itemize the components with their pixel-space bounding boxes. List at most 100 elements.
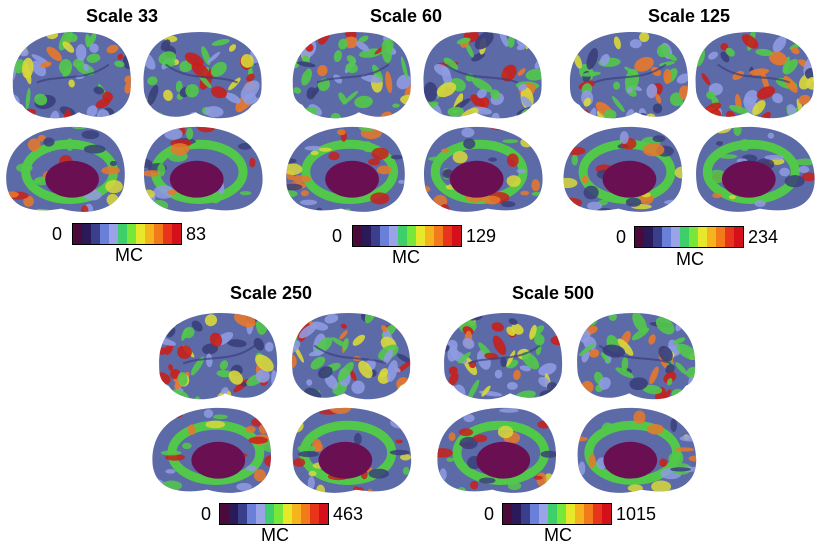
medial-brain-view [437,407,557,493]
colorbar-swatch [425,226,434,246]
medial-wall [476,441,531,479]
colorbar-swatch [100,224,109,244]
colorbar-swatch [707,227,716,247]
medial-wall [191,441,246,479]
colorbar-swatch [136,224,145,244]
medial-brain-view [563,126,683,212]
medial-wall [721,160,776,198]
colorbar-swatch [265,504,274,524]
brain-surfaces [563,31,815,212]
colorbar-swatch [644,227,653,247]
lateral-brain-view [569,31,689,119]
colorbar-swatch [319,504,328,524]
medial-brain-view [6,126,125,212]
lateral-brain-view [577,312,696,400]
colorbar-swatch [73,224,82,244]
lateral-brain-view [143,31,262,119]
colorbar-swatch [301,504,310,524]
panel-title: Scale 60 [370,6,443,26]
colorbar-min: 0 [332,226,343,246]
colorbar-swatch [602,504,611,524]
colorbar-min: 0 [484,504,495,524]
colorbar-swatch [575,504,584,524]
colorbar-label: MC [676,249,704,269]
colorbar-swatch [566,504,575,524]
colorbar-swatch [154,224,163,244]
colorbar-swatch [698,227,707,247]
medial-brain-view [143,126,263,212]
colorbar-swatch [434,226,443,246]
colorbar-swatch [680,227,689,247]
panel-title: Scale 125 [648,6,731,26]
colorbar-swatch [172,224,181,244]
colorbar-swatch [163,224,172,244]
colorbar-swatch [127,224,136,244]
medial-wall [45,160,99,198]
medial-brain-view [286,126,405,212]
colorbar-swatch [362,226,371,246]
panel-title: Scale 33 [86,6,159,26]
medial-wall [603,441,658,479]
colorbar-swatch [283,504,292,524]
colorbar-swatch [716,227,725,247]
lateral-brain-view [292,31,411,119]
colorbar-swatch [689,227,698,247]
colorbar-swatch [671,227,680,247]
medial-wall [449,160,504,198]
panel-title: Scale 250 [230,283,313,303]
colorbar [72,223,182,245]
colorbar-swatch [521,504,530,524]
colorbar-swatch [238,504,247,524]
colorbar-label: MC [115,245,143,265]
colorbar-label: MC [544,525,572,545]
colorbar-swatch [274,504,283,524]
lateral-brain-view [159,312,278,400]
colorbar-swatch [416,226,425,246]
colorbar [352,225,462,247]
colorbar-min: 0 [52,224,63,244]
colorbar-swatch [635,227,644,247]
colorbar-swatch [82,224,91,244]
medial-wall [318,441,373,479]
colorbar [634,226,744,248]
colorbar-max: 463 [333,504,364,524]
medial-brain-view [292,407,412,493]
colorbar-swatch [530,504,539,524]
colorbar-max: 1015 [616,504,657,524]
lateral-brain-view [423,31,542,119]
colorbar-label: MC [392,247,420,267]
colorbar-min: 0 [201,504,212,524]
colorbar-swatch [725,227,734,247]
colorbar-swatch [548,504,557,524]
colorbar-swatch [256,504,265,524]
colorbar-swatch [118,224,127,244]
colorbar-swatch [512,504,521,524]
colorbar-swatch [503,504,512,524]
colorbar-min: 0 [616,227,627,247]
medial-wall [602,160,657,198]
medial-brain-view [696,126,815,212]
lateral-brain-view [695,31,814,119]
medial-wall [325,160,379,198]
colorbar-swatch [389,226,398,246]
medial-brain-view [152,407,272,493]
colorbar-swatch [109,224,118,244]
colorbar-swatch [145,224,154,244]
panel-title: Scale 500 [512,283,595,303]
medial-brain-view [423,126,543,212]
colorbar-swatch [310,504,319,524]
colorbar-swatch [557,504,566,524]
colorbar-swatch [662,227,671,247]
brain-surfaces [152,312,412,493]
cortex-surface [423,31,542,119]
brain-surfaces [286,31,543,212]
colorbar-swatch [353,226,362,246]
brain-surfaces [6,31,263,212]
lateral-brain-view [292,312,411,400]
colorbar-swatch [407,226,416,246]
colorbar-swatch [398,226,407,246]
colorbar-swatch [380,226,389,246]
colorbar-swatch [653,227,662,247]
brain-surfaces [437,312,697,493]
colorbar-swatch [539,504,548,524]
